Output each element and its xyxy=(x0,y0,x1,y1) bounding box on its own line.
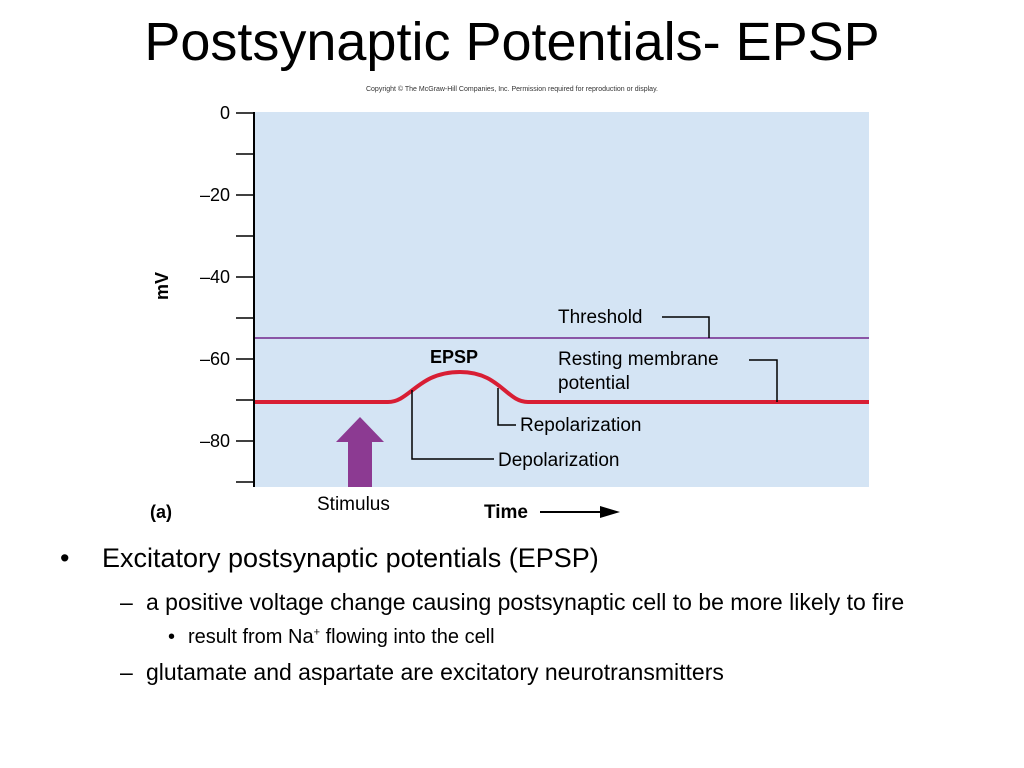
bullet-level3: • result from Na+ flowing into the cell xyxy=(168,622,980,652)
y-tick-label-minus-40: –40 xyxy=(200,267,230,287)
membrane-potential-trace xyxy=(255,369,869,404)
bullet-level2: – glutamate and aspartate are excitatory… xyxy=(120,656,936,688)
bullet-marker: – xyxy=(120,589,133,615)
resting-potential-label-line2: potential xyxy=(558,373,630,394)
time-arrow-head xyxy=(600,506,620,518)
threshold-leader-line xyxy=(662,316,710,338)
bullet-na-text-pre: result from Na xyxy=(188,626,314,648)
bullet-list: • Excitatory postsynaptic potentials (EP… xyxy=(60,540,980,692)
y-tick-label-minus-20: –20 xyxy=(200,185,230,205)
repolarization-label: Repolarization xyxy=(520,415,641,436)
bullet-na-text-post: flowing into the cell xyxy=(320,626,495,648)
bullet-marker: • xyxy=(168,626,176,648)
bullet-positive-voltage-text: a positive voltage change causing postsy… xyxy=(146,589,905,615)
slide-title: Postsynaptic Potentials- EPSP xyxy=(144,12,880,72)
repolarization-leader-line xyxy=(497,388,516,426)
depolarization-leader-line xyxy=(411,390,494,460)
bullet-epsp-text: Excitatory postsynaptic potentials (EPSP… xyxy=(102,543,599,573)
resting-potential-label-line1: Resting membrane xyxy=(558,349,719,370)
y-tick-label-0: 0 xyxy=(220,103,230,123)
depolarization-label: Depolarization xyxy=(498,450,619,471)
threshold-label: Threshold xyxy=(558,307,643,328)
bullet-neurotransmitters-text: glutamate and aspartate are excitatory n… xyxy=(146,659,724,685)
y-tick-label-minus-60: –60 xyxy=(200,349,230,369)
epsp-label: EPSP xyxy=(430,347,478,367)
bullet-marker: – xyxy=(120,659,133,685)
y-axis-label: mV xyxy=(152,272,172,300)
bullet-level1: • Excitatory postsynaptic potentials (EP… xyxy=(60,540,980,576)
stimulus-arrow-icon xyxy=(336,417,384,487)
y-tick-label-minus-80: –80 xyxy=(200,431,230,451)
y-axis-ticks xyxy=(236,112,254,483)
copyright-notice: Copyright © The McGraw-Hill Companies, I… xyxy=(365,86,658,93)
x-axis-label: Time xyxy=(484,502,528,523)
resting-leader-line xyxy=(749,359,778,402)
bullet-na-superscript: + xyxy=(313,626,321,639)
bullet-marker: • xyxy=(60,543,70,573)
epsp-figure: 0 –20 –40 –60 –80 mV Threshold EPSP Rest… xyxy=(150,103,869,523)
stimulus-label: Stimulus xyxy=(317,494,390,515)
bullet-level2: – a positive voltage change causing post… xyxy=(120,586,936,618)
panel-label-text: (a) xyxy=(150,502,172,522)
